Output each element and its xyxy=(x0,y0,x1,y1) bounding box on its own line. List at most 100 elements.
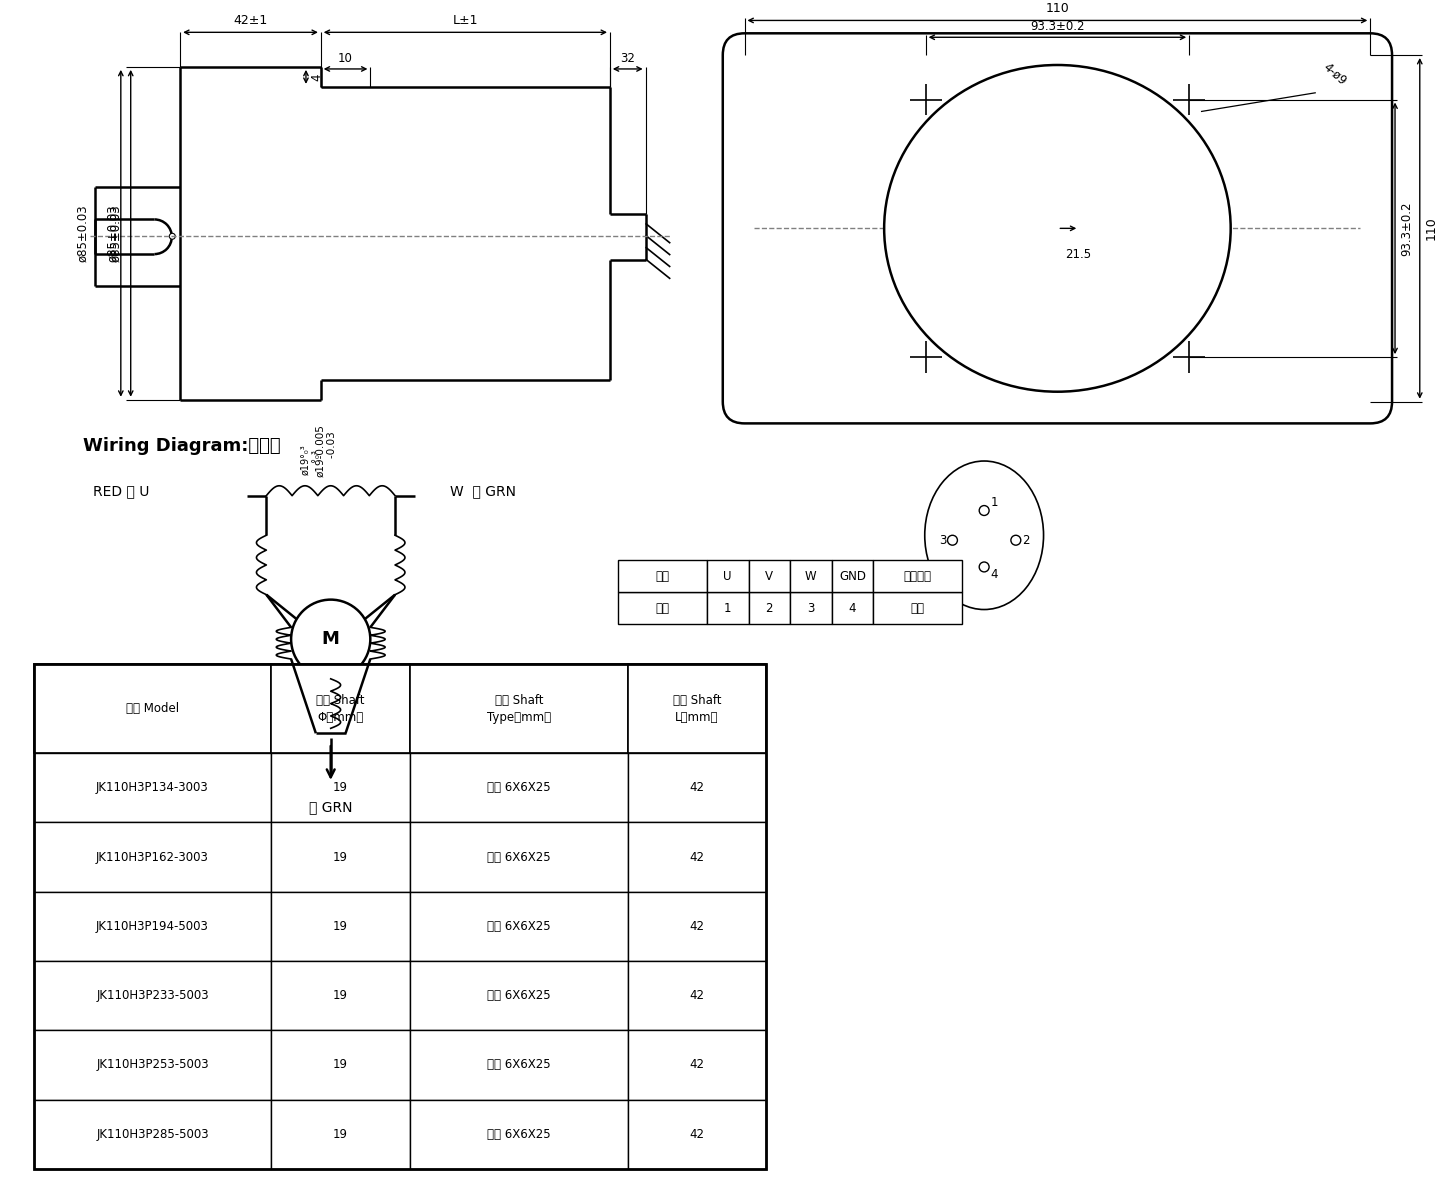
Circle shape xyxy=(1173,84,1204,115)
Circle shape xyxy=(342,731,348,737)
Text: 4: 4 xyxy=(990,569,997,581)
Bar xyxy=(627,892,767,961)
Bar xyxy=(627,1099,767,1169)
Text: 19: 19 xyxy=(332,1058,348,1072)
Text: 平键 6X6X25: 平键 6X6X25 xyxy=(486,1128,551,1141)
Circle shape xyxy=(947,535,957,545)
Bar xyxy=(748,560,790,592)
Text: RED 红 U: RED 红 U xyxy=(94,484,150,498)
Text: W  绿 GRN: W 绿 GRN xyxy=(449,484,515,498)
Text: 19: 19 xyxy=(332,781,348,794)
Bar xyxy=(272,1099,410,1169)
Text: 42: 42 xyxy=(689,1128,705,1141)
Text: 1: 1 xyxy=(990,496,997,509)
Bar xyxy=(33,892,272,961)
Bar xyxy=(1052,223,1062,233)
Bar xyxy=(790,560,832,592)
Text: ø85±0.03: ø85±0.03 xyxy=(76,204,89,262)
Text: 42: 42 xyxy=(689,851,705,864)
Bar xyxy=(790,592,832,624)
Text: JK110H3P194-5003: JK110H3P194-5003 xyxy=(96,920,209,932)
Bar xyxy=(272,664,410,754)
Text: ø85±0.03: ø85±0.03 xyxy=(106,204,119,262)
Bar xyxy=(627,822,767,892)
Text: V: V xyxy=(766,570,773,583)
Text: 42: 42 xyxy=(689,989,705,1002)
Text: JK110H3P233-5003: JK110H3P233-5003 xyxy=(96,989,209,1002)
Bar xyxy=(617,592,707,624)
Text: 21.5: 21.5 xyxy=(1065,248,1091,262)
Circle shape xyxy=(170,233,176,239)
Bar xyxy=(272,1031,410,1099)
Bar xyxy=(832,560,873,592)
Bar xyxy=(832,592,873,624)
Text: L±1: L±1 xyxy=(453,14,478,28)
Text: 4-ø9: 4-ø9 xyxy=(1321,60,1350,88)
Text: JK110H3P134-3003: JK110H3P134-3003 xyxy=(96,781,209,794)
Text: 四芯插座: 四芯插座 xyxy=(904,570,932,583)
Text: ø19°₀³
  °₀³: ø19°₀³ °₀³ xyxy=(301,444,322,475)
Bar xyxy=(33,822,272,892)
Bar xyxy=(272,892,410,961)
Text: 型号 Model: 型号 Model xyxy=(127,702,178,715)
Text: JK110H3P253-5003: JK110H3P253-5003 xyxy=(96,1058,209,1072)
Text: 平键 6X6X25: 平键 6X6X25 xyxy=(486,851,551,864)
Circle shape xyxy=(312,731,319,737)
Bar xyxy=(33,664,272,754)
Text: 4: 4 xyxy=(309,73,322,80)
Text: 黄 GRN: 黄 GRN xyxy=(309,800,353,815)
Text: 10: 10 xyxy=(338,52,353,65)
Bar xyxy=(410,664,627,754)
Text: 备注: 备注 xyxy=(911,601,925,614)
Ellipse shape xyxy=(925,461,1043,610)
Text: 110: 110 xyxy=(1046,2,1069,16)
Bar xyxy=(627,664,767,754)
Circle shape xyxy=(291,600,370,679)
Text: 42: 42 xyxy=(689,781,705,794)
Text: 平键 6X6X25: 平键 6X6X25 xyxy=(486,781,551,794)
Circle shape xyxy=(920,350,932,364)
Circle shape xyxy=(909,84,941,115)
Text: 平键 6X6X25: 平键 6X6X25 xyxy=(486,989,551,1002)
Text: 19: 19 xyxy=(332,989,348,1002)
Text: 1: 1 xyxy=(724,601,731,614)
Text: JK110H3P285-5003: JK110H3P285-5003 xyxy=(96,1128,209,1141)
Text: 19: 19 xyxy=(332,1128,348,1141)
Ellipse shape xyxy=(884,65,1230,391)
Text: 平键 6X6X25: 平键 6X6X25 xyxy=(486,1058,551,1072)
Bar xyxy=(410,961,627,1031)
Text: ø85±0.03: ø85±0.03 xyxy=(109,204,122,262)
Text: 93.3±0.2: 93.3±0.2 xyxy=(1400,202,1413,256)
Circle shape xyxy=(1010,535,1020,545)
Text: 42±1: 42±1 xyxy=(233,14,268,28)
Bar xyxy=(410,892,627,961)
Text: M: M xyxy=(322,630,340,648)
FancyBboxPatch shape xyxy=(722,34,1392,424)
Bar xyxy=(33,1099,272,1169)
Text: 轴径 Shaft
Φ（mm）: 轴径 Shaft Φ（mm） xyxy=(317,694,366,724)
Text: 42: 42 xyxy=(689,920,705,932)
Bar xyxy=(627,1031,767,1099)
Bar xyxy=(410,822,627,892)
Circle shape xyxy=(1183,92,1196,107)
Bar xyxy=(707,592,748,624)
Bar xyxy=(617,560,707,592)
Bar xyxy=(410,754,627,822)
Bar xyxy=(627,961,767,1031)
Bar xyxy=(873,560,963,592)
Text: 序号: 序号 xyxy=(655,601,669,614)
Bar xyxy=(627,754,767,822)
Bar xyxy=(272,754,410,822)
Text: 3: 3 xyxy=(938,534,947,547)
Text: 4: 4 xyxy=(849,601,856,614)
Bar xyxy=(272,822,410,892)
Bar xyxy=(873,592,963,624)
Circle shape xyxy=(909,341,941,373)
Text: 19: 19 xyxy=(332,920,348,932)
Bar xyxy=(33,961,272,1031)
Bar xyxy=(748,592,790,624)
Text: 2: 2 xyxy=(766,601,773,614)
Circle shape xyxy=(1036,206,1079,250)
Text: Wiring Diagram:接线图: Wiring Diagram:接线图 xyxy=(83,437,281,455)
Text: U: U xyxy=(724,570,732,583)
